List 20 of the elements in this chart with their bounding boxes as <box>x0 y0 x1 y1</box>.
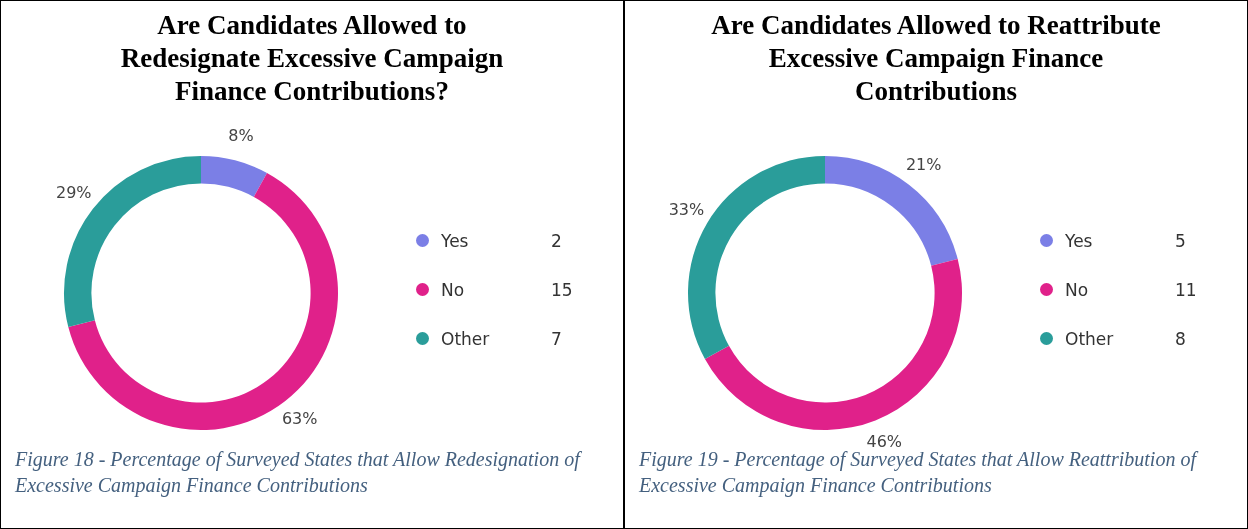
legend-label: Other <box>1065 328 1115 349</box>
data-label: 33% <box>668 200 705 220</box>
text: 2 <box>551 230 562 251</box>
text: 11 <box>1175 279 1197 300</box>
text: 15 <box>551 279 573 300</box>
chart-title: Are Candidates Allowed to Reattribute Excessive Campaign Finance Contributions <box>710 9 1162 108</box>
caption: Figure 18 - Percentage of Surveyed States that Allow Redesignation of Excessive Campaign Finance Contributions <box>15 447 583 498</box>
data-label: 21% <box>905 154 942 174</box>
text: 5 <box>1175 230 1186 251</box>
data-label: 8% <box>228 126 254 146</box>
legend-label: Yes <box>1065 230 1094 251</box>
data-label: 63% <box>281 409 318 429</box>
legend-label: Other <box>441 328 491 349</box>
legend-label: No <box>441 279 466 300</box>
legend-label: Yes <box>441 230 470 251</box>
text: 8 <box>1175 328 1186 349</box>
text: 7 <box>551 328 562 349</box>
chart-title: Are Candidates Allowed to Redesignate Excessive Campaign Finance Contributions? <box>119 9 505 108</box>
legend-label: No <box>1065 279 1090 300</box>
data-label: 29% <box>56 183 92 203</box>
